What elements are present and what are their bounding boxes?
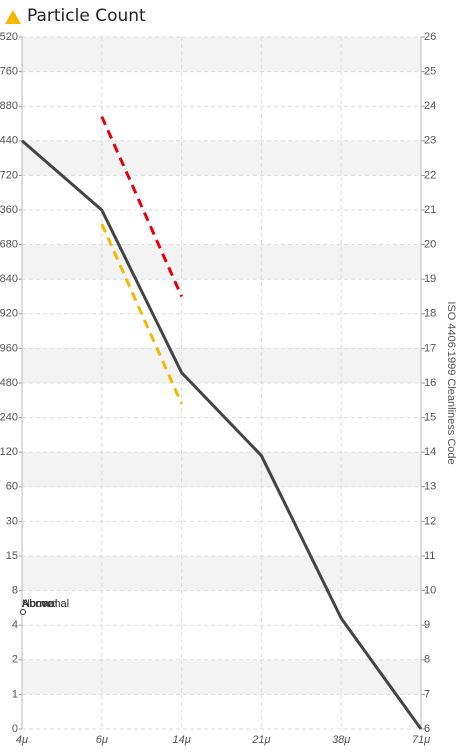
legend-label: Normal	[22, 598, 57, 610]
y-tick-label: 122880	[0, 100, 18, 112]
y-tick-label: 15360	[0, 204, 18, 216]
legend-label: Above	[22, 598, 53, 610]
y2-tick-label: 13	[424, 481, 436, 493]
y2-tick-label: 15	[424, 412, 436, 424]
series-line	[100, 115, 183, 298]
y2-tick-label: 8	[424, 654, 430, 666]
x-tick-label: 21μ	[251, 734, 270, 746]
band	[22, 452, 421, 487]
chart-title: Particle Count	[27, 6, 146, 26]
y-tick-label: 3840	[0, 273, 18, 285]
y-tick-label: 60	[6, 481, 18, 493]
y-tick-label: 61440	[0, 135, 18, 147]
y2-tick-label: 12	[424, 515, 436, 527]
y2-tick-label: 6	[424, 723, 430, 735]
band	[22, 556, 421, 591]
y2-tick-label: 19	[424, 273, 436, 285]
y-tick-label: 245760	[0, 66, 18, 78]
legend-marker	[20, 609, 26, 615]
y-tick-label: 0	[12, 723, 18, 735]
band	[22, 244, 421, 280]
y2-tick-label: 26	[424, 31, 436, 43]
series-line	[100, 223, 183, 405]
y-tick-label: 240	[0, 412, 18, 424]
plot-background	[22, 37, 421, 695]
x-tick-label: 38μ	[332, 734, 350, 746]
series-line	[21, 139, 423, 730]
y-tick-label: 30720	[0, 169, 18, 181]
y-tick-label: 120	[0, 446, 18, 458]
y2-tick-label: 22	[424, 169, 436, 181]
y-tick-label: 960	[0, 342, 18, 354]
y2-tick-label: 7	[424, 688, 430, 700]
y2-axis-title: ISO 4406:1999 Cleanliness Code	[445, 301, 457, 464]
band	[22, 37, 421, 72]
y2-tick-label: 11	[424, 550, 435, 562]
y-tick-label: 1	[12, 688, 18, 700]
y-tick-label: 15	[6, 550, 18, 562]
x-tick-label: 6μ	[96, 734, 108, 746]
y-tick-label: 491520	[0, 31, 18, 43]
y2-tick-label: 21	[424, 204, 436, 216]
x-tick-label: 71μ	[412, 734, 430, 746]
y2-tick-label: 14	[424, 446, 436, 458]
x-tick-label: 14μ	[172, 734, 190, 746]
y2-tick-label: 23	[424, 135, 436, 147]
y2-tick-label: 17	[424, 342, 436, 354]
y-tick-label: 4	[12, 619, 18, 631]
y-tick-label: 30	[6, 515, 18, 527]
band	[22, 140, 421, 176]
x-tick-label: 4μ	[16, 734, 28, 746]
y2-tick-label: 9	[424, 619, 430, 631]
y2-tick-label: 25	[424, 66, 436, 78]
y-tick-label: 1920	[0, 308, 18, 320]
y2-tick-label: 20	[424, 239, 436, 251]
warning-icon	[5, 10, 21, 24]
y2-tick-label: 24	[424, 100, 436, 112]
y2-tick-label: 18	[424, 308, 436, 320]
y-tick-label: 480	[0, 377, 18, 389]
y-tick-label: 2	[12, 654, 18, 666]
y2-tick-label: 10	[424, 585, 436, 597]
y2-tick-label: 16	[424, 377, 436, 389]
band	[22, 659, 421, 695]
y-tick-label: 8	[12, 585, 18, 597]
band	[22, 348, 421, 383]
y-tick-label: 7680	[0, 239, 18, 251]
legend-label: Abnormal	[22, 598, 69, 610]
